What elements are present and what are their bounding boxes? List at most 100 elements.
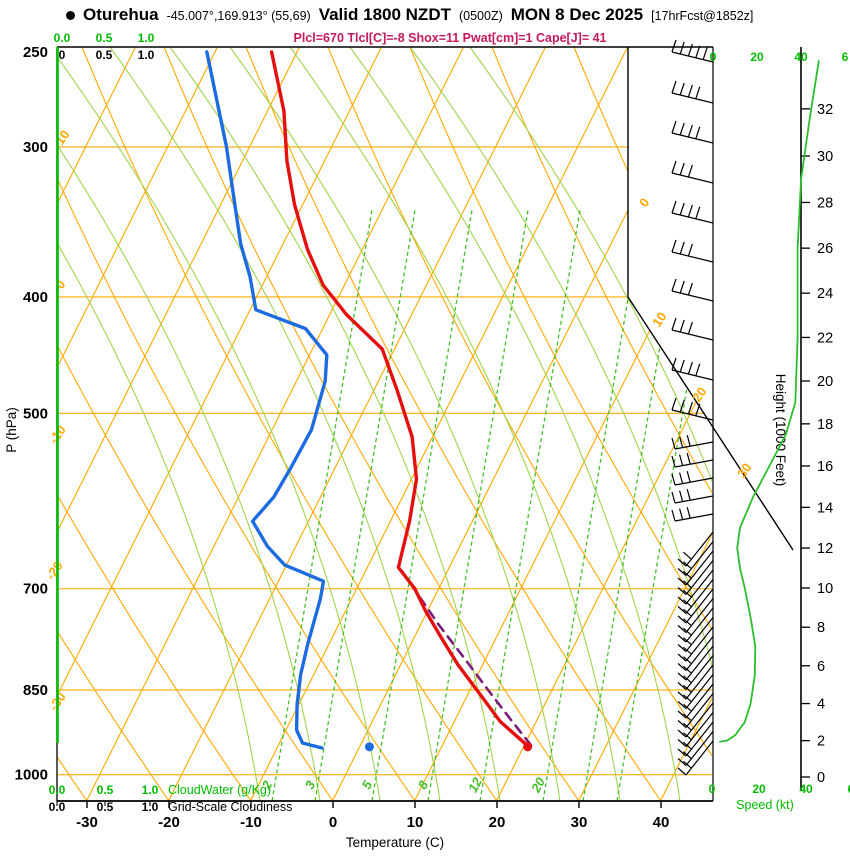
valid-date: MON 8 Dec 2025 (510, 5, 644, 24)
wind-barb-shaft (685, 550, 714, 586)
surface-temperature-dot (523, 742, 533, 752)
wind-barb-feather (695, 45, 701, 58)
wind-barb-shaft (671, 212, 714, 224)
wind-barb-feather (677, 663, 687, 671)
cloudwater-top-label: 0.5 (96, 31, 113, 45)
height-tick-label: 2 (817, 734, 825, 750)
isotherm-line (57, 47, 382, 801)
pressure-tick-label: 250 (23, 44, 48, 61)
height-tick-label: 24 (817, 286, 833, 302)
pressure-tick-label: 700 (23, 581, 48, 598)
dry-adiabat-line (57, 47, 252, 801)
cloudiness-bottom-label: 1.0 (142, 800, 159, 814)
dry-adiabat-line (327, 47, 712, 801)
height-tick-label: 22 (817, 330, 833, 346)
wind-barb-feather (679, 399, 685, 413)
wind-barb-feather (687, 243, 693, 257)
dry-adiabat-line (81, 47, 498, 801)
wind-barb-feather (677, 558, 687, 567)
moist-adiabat-line (229, 47, 561, 801)
moist-adiabat-line (469, 47, 712, 801)
temperature-tick-label: 10 (407, 814, 424, 831)
cloudwater-bottom-label: 0.0 (49, 783, 66, 797)
moist-adiabat-line (109, 47, 441, 801)
mixing-ratio-label: 8 (415, 777, 432, 791)
wind-barb-feather (671, 200, 677, 214)
wind-barb-feather (686, 507, 691, 519)
wind-barb-feather (683, 608, 692, 617)
wind-barb-feather (679, 472, 684, 484)
wind-barb-shaft (674, 441, 714, 450)
temperature-tick-label: 30 (571, 814, 588, 831)
wind-barb-shaft (685, 731, 714, 766)
height-tick-label: 26 (817, 241, 833, 257)
wind-barb-feather (679, 162, 685, 176)
dry-adiabat-line (163, 47, 580, 801)
wind-barb-feather (671, 317, 677, 331)
wind-barb-feather (679, 490, 684, 502)
wind-barb-feather (671, 120, 677, 134)
height-tick-label: 20 (817, 374, 833, 390)
dry-adiabat-line (57, 47, 170, 801)
wind-barb-feather (679, 319, 685, 333)
height-tick-label: 16 (817, 459, 833, 475)
wind-barb-shaft (685, 664, 714, 700)
height-tick-label: 14 (817, 500, 833, 516)
wind-barb-shaft (685, 740, 714, 776)
wind-barb-feather (677, 587, 687, 595)
station-name: Oturehua (83, 5, 159, 24)
wind-barb-feather (683, 580, 692, 589)
speed-axis-top-label: 20 (750, 50, 764, 64)
wind-barb-feather (686, 435, 691, 447)
wind-barb-shaft (674, 459, 714, 468)
wind-barb-feather (677, 577, 687, 586)
moist-adiabat-line (57, 47, 381, 801)
cloudiness-bottom-label: 0.5 (97, 800, 114, 814)
speed-axis-top-label: 40 (794, 50, 808, 64)
isotherm-line (86, 47, 464, 801)
wind-barb-feather (679, 241, 685, 255)
wind-barb-feather (683, 675, 692, 684)
wind-barb-shaft (671, 290, 714, 302)
pressure-tick-label: 500 (23, 405, 48, 422)
wind-barb-feather (683, 637, 692, 646)
wind-barb-feather (683, 751, 692, 760)
wind-barb-shaft (685, 702, 714, 738)
wind-barb-feather (671, 39, 677, 53)
cloudiness-bottom-label: 0.0 (49, 800, 66, 814)
wind-barb-shaft (671, 92, 714, 104)
moist-adiabat-line (57, 47, 261, 801)
wind-barb-feather (683, 618, 692, 627)
isotherm-line (57, 47, 136, 801)
wind-barb-feather (679, 508, 684, 520)
isotherm-line (332, 47, 710, 801)
isotherm-label: 0 (636, 195, 652, 210)
wind-barb-feather (683, 722, 692, 731)
wind-barb-feather (683, 713, 692, 722)
wind-barb-feather (679, 280, 685, 294)
wind-barb-feather (671, 357, 677, 371)
dry-adiabat-label: 0 (52, 277, 68, 292)
dry-adiabat-line (491, 47, 712, 801)
wind-barb-shaft (685, 531, 714, 567)
pressure-tick-label: 850 (23, 682, 48, 699)
wind-barb-feather (683, 589, 692, 598)
wind-barb-shaft (671, 409, 714, 421)
wind-barb-feather (671, 397, 677, 411)
wind-barb-feather (671, 455, 676, 468)
wind-barb-feather (683, 656, 692, 665)
height-tick-label: 32 (817, 102, 833, 118)
mixing-ratio-line (271, 209, 373, 801)
temperature-tick-label: -20 (158, 814, 180, 831)
pressure-tick-label: 300 (23, 139, 48, 156)
wind-barb-feather (671, 80, 677, 94)
wind-barb-feather (687, 43, 693, 57)
wind-barb-feather (671, 437, 676, 450)
wind-barb-shaft (685, 541, 714, 576)
wind-barb-feather (671, 473, 676, 486)
wind-barb-feather (679, 122, 685, 136)
height-tick-label: 10 (817, 581, 833, 597)
height-tick-label: 12 (817, 541, 833, 557)
temperature-tick-label: 40 (653, 814, 670, 831)
